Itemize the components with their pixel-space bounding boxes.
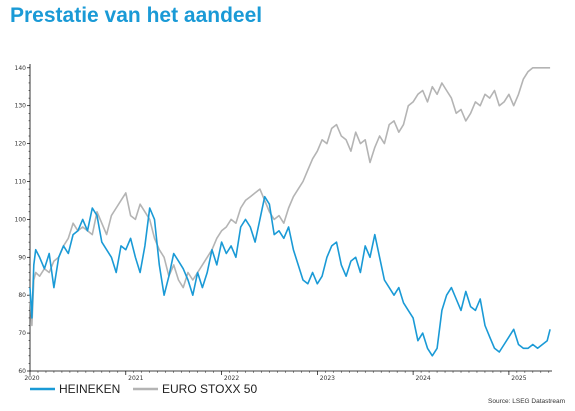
legend-label-eurostoxx: EURO STOXX 50 (162, 382, 257, 396)
y-tick-label: 120 (15, 141, 27, 148)
y-tick-label: 100 (15, 216, 27, 223)
source-note: Source: LSEG Datastream (488, 398, 565, 405)
x-tick-label: 2023 (320, 375, 335, 382)
y-tick-label: 60 (18, 368, 26, 375)
x-tick-label: 2022 (224, 375, 239, 382)
page-title: Prestatie van het aandeel (10, 4, 263, 27)
series-line-heineken (29, 195, 551, 357)
legend-label-heineken: HEINEKEN (59, 382, 120, 396)
x-tick-label: 2024 (415, 375, 430, 382)
y-tick-label: 130 (15, 103, 27, 110)
y-tick-label: 140 (15, 65, 27, 72)
y-tick-label: 80 (18, 292, 26, 299)
x-tick-label: 2025 (511, 375, 526, 382)
y-axis: 60 70 80 90 100 110 120 130 140 (15, 64, 31, 375)
y-tick-label: 90 (18, 254, 26, 261)
y-tick-label: 110 (15, 178, 27, 185)
y-tick-label: 70 (18, 330, 26, 337)
series-layer (29, 67, 551, 357)
legend: HEINEKEN EURO STOXX 50 (30, 382, 257, 396)
x-axis: 2020 2021 2022 2023 2024 2025 (24, 370, 552, 382)
x-tick-label: 2020 (24, 375, 39, 382)
x-tick-label: 2021 (128, 375, 143, 382)
series-line-euro-stoxx-50 (29, 67, 551, 327)
